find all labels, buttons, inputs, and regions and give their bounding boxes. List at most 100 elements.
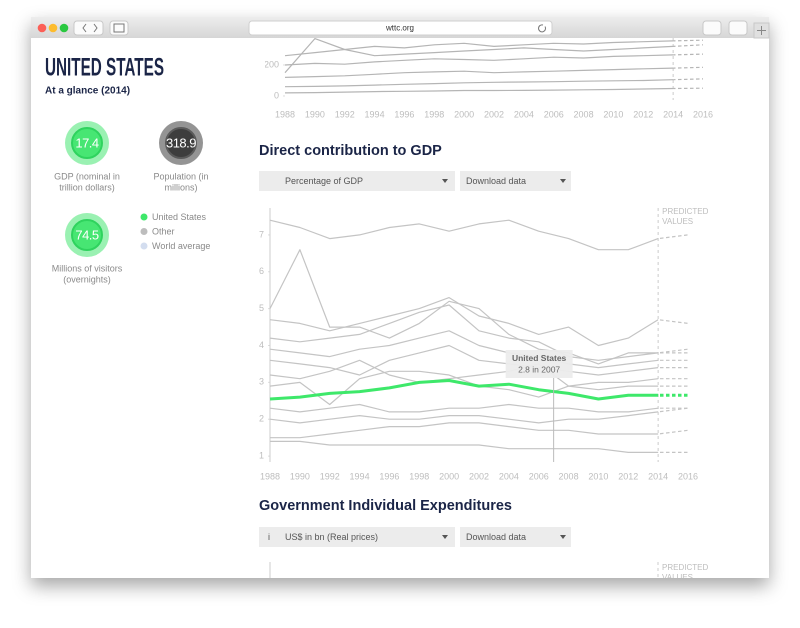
minimize-button[interactable]: [48, 23, 58, 33]
dropdown[interactable]: [259, 171, 455, 191]
x-tick-label: 1992: [335, 109, 355, 119]
stat-label: GDP (nominal in: [54, 171, 120, 181]
x-tick-label: 2006: [529, 471, 549, 481]
x-tick-label: 2008: [574, 109, 594, 119]
y-tick-label: 7: [259, 229, 264, 239]
series-line: [284, 53, 704, 66]
x-tick-label: 2014: [663, 109, 683, 119]
url: wttc.org: [385, 24, 414, 33]
caret: [560, 535, 566, 539]
x-tick-label: 2010: [603, 109, 623, 119]
stat-value: 318.9: [166, 135, 196, 150]
dropdown[interactable]: [259, 527, 455, 547]
stat-label: Millions of visitors: [52, 263, 123, 273]
caret: [560, 179, 566, 183]
sidebar-button[interactable]: [109, 20, 129, 36]
x-tick-label: 2000: [439, 471, 459, 481]
x-tick-label: 1994: [350, 471, 370, 481]
section-heading: Government Individual Expenditures: [259, 498, 512, 514]
series-line: [269, 297, 689, 347]
lines: [269, 219, 689, 453]
series-line: [269, 403, 688, 413]
series-line: [269, 330, 688, 369]
legend-swatch: [140, 213, 148, 221]
x-tick-label: 2016: [678, 471, 698, 481]
caret: [442, 179, 448, 183]
chart: 0 200: [265, 38, 704, 100]
legend-label: Other: [152, 226, 175, 236]
tabs-button[interactable]: [728, 20, 748, 36]
stat-label: Population (in: [153, 171, 208, 181]
stat-label: millions): [164, 182, 197, 192]
x-tick-label: 1996: [394, 109, 414, 119]
x-tick-label: 2000: [454, 109, 474, 119]
download-dropdown[interactable]: [460, 527, 571, 547]
x-tick-label: 2004: [514, 109, 534, 119]
info-icon: i: [268, 532, 270, 542]
x-tick-label: 2016: [693, 109, 713, 119]
series-line: [269, 359, 688, 387]
y-tick-label: 1: [259, 450, 264, 460]
predicted-label: VALUES: [662, 217, 693, 226]
series-line: [284, 78, 704, 88]
download-label: Download data: [466, 176, 526, 186]
x-tick-label: 2008: [559, 471, 579, 481]
legend-label: United States: [152, 212, 207, 222]
series-line: [284, 87, 704, 94]
caret: [442, 535, 448, 539]
series-line: [269, 344, 688, 376]
tooltip-title: United States: [512, 353, 567, 363]
x-tick-label: 2014: [648, 471, 668, 481]
x-tick-label: 2012: [633, 109, 653, 119]
y-tick-label: 0: [274, 90, 279, 100]
series-line: [269, 249, 689, 365]
page-content: UNITED STATES At a glance (2014) Direct …: [45, 38, 713, 578]
download-dropdown[interactable]: [460, 171, 571, 191]
zoom-button[interactable]: [59, 23, 69, 33]
series-line: [269, 407, 689, 424]
sidebar-icon: [113, 23, 125, 33]
close-button[interactable]: [37, 23, 47, 33]
stat-value: 17.4: [75, 135, 99, 150]
stat-label: trillion dollars): [59, 182, 115, 192]
x-tick-label: 1998: [424, 109, 444, 119]
legend-swatch: [140, 228, 148, 235]
section-heading: Direct contribution to GDP: [259, 143, 442, 159]
address-bar[interactable]: [248, 20, 553, 36]
x-tick-label: 2010: [588, 471, 608, 481]
series-line: [270, 440, 688, 453]
x-tick-label: 1988: [275, 109, 295, 119]
x-tick-label: 2002: [484, 109, 504, 119]
x-tick-label: 1994: [365, 109, 385, 119]
window: [31, 17, 769, 578]
share-button[interactable]: [702, 20, 722, 36]
stat-value: 74.5: [75, 227, 99, 242]
series-line: [284, 39, 704, 57]
predicted-label: PREDICTED: [662, 563, 708, 572]
series-line: [269, 219, 689, 251]
series-line: [269, 304, 688, 361]
lines: [284, 38, 704, 94]
reload-icon[interactable]: [538, 24, 547, 33]
tooltip: [505, 350, 573, 378]
stat-circle: [71, 219, 103, 251]
y-tick-label: 3: [259, 377, 264, 387]
subtitle: At a glance (2014): [45, 86, 130, 97]
series-line: [284, 66, 704, 78]
country-title: UNITED STATES: [45, 54, 164, 82]
stat-label: (overnights): [63, 274, 111, 284]
dropdown-label: Percentage of GDP: [285, 176, 363, 186]
series-line: [270, 422, 689, 439]
nav-buttons[interactable]: [73, 20, 104, 36]
x-tick-label: 1990: [290, 471, 310, 481]
y-tick-label: 5: [259, 303, 264, 313]
dropdown-label: US$ in bn (Real prices): [285, 532, 378, 542]
x-tick-label: 2012: [618, 471, 638, 481]
x-tick-label: 2006: [544, 109, 564, 119]
stat-circle: [71, 127, 103, 159]
stat-circle: [165, 127, 197, 159]
legend-swatch: [140, 242, 148, 250]
plus-icon: [757, 26, 766, 35]
